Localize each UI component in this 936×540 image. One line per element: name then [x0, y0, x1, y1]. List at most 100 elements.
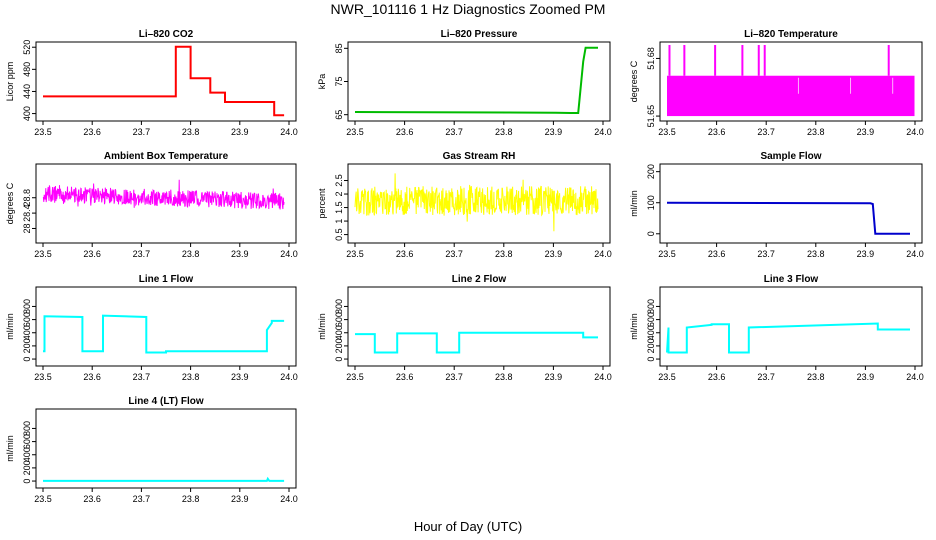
x-tick-label: 23.9	[231, 372, 249, 382]
series-line-line1	[43, 314, 285, 354]
series-band-licor-temp	[667, 75, 915, 117]
plot-frame-box-temp	[35, 163, 297, 244]
y-axis-label-co2: Licor ppm	[5, 62, 15, 102]
series-line-line4	[43, 476, 285, 482]
plot-frame-line2	[347, 286, 611, 367]
x-tick-label: 23.7	[133, 372, 151, 382]
y-tick-label: 400	[334, 325, 344, 340]
x-tick-label: 23.6	[396, 127, 414, 137]
plot-frame-sample-flow	[659, 163, 923, 244]
panel-title-line4: Line 4 (LT) Flow	[128, 396, 204, 407]
x-axis-label: Hour of Day (UTC)	[414, 519, 522, 534]
x-tick-label: 23.6	[83, 494, 101, 504]
panel-title-line3: Line 3 Flow	[764, 274, 819, 285]
x-tick-label: 23.7	[133, 127, 151, 137]
panel-title-line2: Line 2 Flow	[452, 274, 507, 285]
x-tick-label: 24.0	[906, 249, 924, 259]
x-tick-label: 23.7	[757, 372, 775, 382]
panel-title-co2: Li–820 CO2	[139, 29, 194, 40]
series-line-line2	[355, 331, 598, 354]
panel-line2: Line 2 Flow 23.5 23.6 23.7 23.8 23.9 24.0 0 2004…	[317, 274, 612, 382]
y-tick-label: 1	[334, 219, 344, 224]
x-tick-label: 24.0	[906, 127, 924, 137]
x-tick-label: 23.8	[495, 127, 513, 137]
x-tick-label: 23.8	[182, 127, 200, 137]
x-tick-label: 23.6	[708, 127, 726, 137]
y-tick-label: 400	[22, 447, 32, 462]
x-tick-label: 23.5	[34, 249, 52, 259]
panel-rh: Gas Stream RH 23.5 23.6 23.7 23.8 23.9 24.0 0.5…	[317, 151, 612, 259]
y-tick-label: 2	[334, 192, 344, 197]
y-axis-label-pressure: kPa	[317, 74, 327, 90]
x-tick-label: 23.5	[34, 372, 52, 382]
y-tick-label: 100	[646, 195, 656, 210]
series-line-box-temp	[42, 179, 285, 210]
panel-line4: Line 4 (LT) Flow 23.5 23.6 23.7 23.8 23.9 24.0…	[5, 396, 298, 504]
panel-licor-temp: Li–820 Temperature 23.5 23.6 23.7 23.8 23.9 24…	[629, 29, 924, 137]
x-tick-label: 23.5	[346, 127, 364, 137]
x-tick-label: 23.8	[807, 249, 825, 259]
plot-frame-line3	[659, 286, 923, 367]
panel-title-box-temp: Ambient Box Temperature	[104, 151, 229, 162]
panel-title-line1: Line 1 Flow	[139, 274, 194, 285]
y-tick-label: 200	[22, 338, 32, 353]
x-tick-label: 23.6	[396, 372, 414, 382]
x-tick-label: 23.9	[231, 249, 249, 259]
y-tick-label: 800	[22, 421, 32, 436]
x-tick-label: 23.7	[445, 372, 463, 382]
x-tick-label: 24.0	[280, 372, 298, 382]
x-tick-label: 23.7	[757, 249, 775, 259]
plot-frame-licor-temp	[659, 41, 923, 122]
x-tick-label: 23.7	[445, 249, 463, 259]
y-tick-label: 400	[22, 106, 32, 121]
y-axis-label-rh: percent	[317, 188, 327, 219]
y-tick-label: 440	[22, 84, 32, 99]
y-axis-label-line1: ml/min	[5, 313, 15, 340]
x-tick-label: 23.8	[807, 127, 825, 137]
x-tick-label: 23.5	[658, 249, 676, 259]
y-tick-label: 28	[22, 223, 32, 233]
y-tick-label: 400	[646, 325, 656, 340]
x-tick-label: 23.9	[545, 372, 563, 382]
x-tick-label: 23.7	[757, 127, 775, 137]
x-tick-label: 23.6	[83, 249, 101, 259]
panel-line1: Line 1 Flow 23.5 23.6 23.7 23.8 23.9 24.0 0 2004…	[5, 274, 298, 382]
plot-frame-line4	[35, 408, 297, 489]
y-tick-label: 520	[22, 40, 32, 55]
panel-title-licor-temp: Li–820 Temperature	[744, 29, 838, 40]
x-tick-label: 23.9	[857, 249, 875, 259]
x-tick-label: 23.7	[133, 249, 151, 259]
y-tick-label: 200	[646, 338, 656, 353]
series-line-sample-flow	[666, 201, 910, 235]
y-tick-label: 28.4	[22, 204, 32, 222]
x-tick-label: 23.6	[708, 249, 726, 259]
y-tick-label: 0	[334, 357, 344, 362]
x-tick-label: 23.5	[346, 372, 364, 382]
y-tick-label: 0	[22, 357, 32, 362]
panel-box-temp: Ambient Box Temperature 23.5 23.6 23.7 23.8 2…	[5, 151, 298, 259]
x-tick-label: 23.5	[346, 249, 364, 259]
y-axis-label-line3: ml/min	[629, 313, 639, 340]
x-tick-label: 23.5	[34, 127, 52, 137]
y-tick-label: 51.65	[646, 105, 656, 128]
x-tick-label: 23.6	[83, 127, 101, 137]
plot-frame-rh	[347, 163, 611, 244]
y-tick-label: 800	[22, 299, 32, 314]
x-tick-label: 23.7	[445, 127, 463, 137]
y-tick-label: 800	[646, 299, 656, 314]
y-axis-label-box-temp: degrees C	[5, 182, 15, 224]
y-tick-label: 200	[334, 338, 344, 353]
y-tick-label: 600	[22, 312, 32, 327]
panel-sample-flow: Sample Flow 23.5 23.6 23.7 23.8 23.9 24.0 0 100 2…	[629, 151, 924, 259]
y-tick-label: 65	[334, 110, 344, 120]
series-line-co2	[43, 45, 285, 117]
y-tick-label: 800	[334, 299, 344, 314]
x-tick-label: 23.9	[231, 494, 249, 504]
x-tick-label: 23.5	[34, 494, 52, 504]
y-axis-label-sample-flow: ml/min	[629, 190, 639, 217]
x-tick-label: 23.9	[545, 249, 563, 259]
x-tick-label: 23.9	[231, 127, 249, 137]
x-tick-label: 23.6	[396, 249, 414, 259]
panels-group: Li–820 CO2 23.5 23.6 23.7 23.8 23.9 24.0 400 440…	[5, 29, 924, 504]
